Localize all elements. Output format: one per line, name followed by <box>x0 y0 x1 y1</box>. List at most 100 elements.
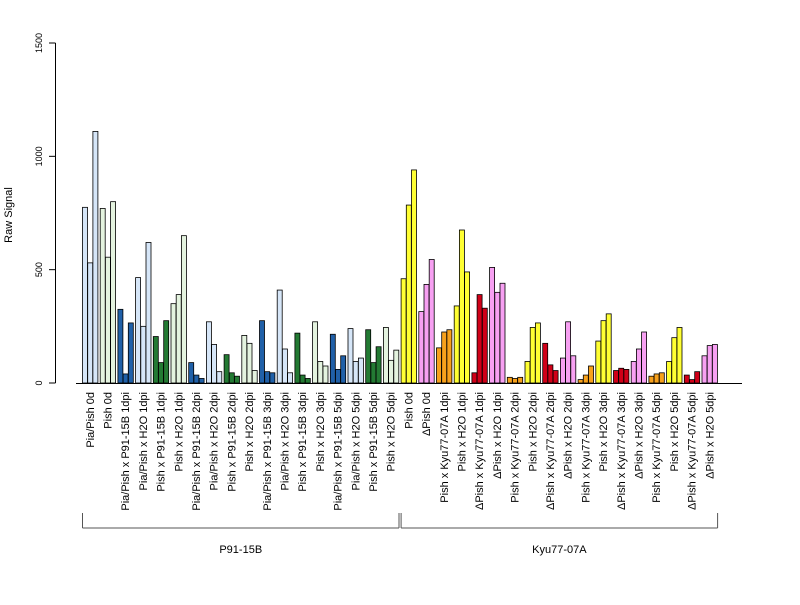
bar <box>582 374 589 384</box>
bar <box>382 327 389 384</box>
x-tick-label: Pia/Pish 0d <box>85 392 97 448</box>
bar <box>441 331 448 384</box>
x-tick-label: Pia/Pish x H2O 5dpi <box>350 392 362 490</box>
bar <box>193 374 200 384</box>
x-tick-label: ΔPish x H2O 1dpi <box>492 392 504 479</box>
x-tick-label: ΔPish x Kyu77-07A 5dpi <box>687 392 699 510</box>
category-label: P91-15B <box>219 544 262 556</box>
bar <box>294 332 301 384</box>
x-tick-label: Pia/Pish x H2O 1dpi <box>138 392 150 490</box>
x-tick-label: Pish x H2O 1dpi <box>457 392 469 471</box>
bar <box>223 354 230 384</box>
bar <box>388 359 395 384</box>
x-tick-labels: Pia/Pish 0d Pish 0d Pia/Pish x P91-15B 1dp… <box>85 392 716 511</box>
bar <box>122 373 129 384</box>
bar <box>92 130 99 384</box>
bar <box>446 329 453 384</box>
bar <box>264 371 271 384</box>
bar <box>105 256 111 384</box>
bar <box>428 259 435 384</box>
bar <box>145 242 152 384</box>
bar <box>127 322 134 384</box>
bar <box>418 311 425 384</box>
y-axis-label: Raw Signal <box>3 187 15 243</box>
bar <box>322 365 329 384</box>
x-tick-label: ΔPish 0d <box>421 392 433 436</box>
bar <box>246 342 253 384</box>
bar <box>666 361 672 384</box>
y-tick-label: 500 <box>34 262 44 277</box>
bar <box>299 374 306 384</box>
bar <box>251 370 258 384</box>
bar <box>370 362 377 384</box>
bar <box>304 378 311 384</box>
bar <box>347 328 354 384</box>
bar <box>524 361 531 384</box>
bar <box>701 355 708 384</box>
bar <box>595 340 602 384</box>
bar <box>180 235 187 384</box>
bar <box>542 342 549 384</box>
bar <box>175 294 182 384</box>
bar <box>547 364 554 384</box>
bar <box>335 368 341 384</box>
bar <box>228 372 235 384</box>
x-tick-label: Pish x P91-15B 2dpi <box>226 392 238 492</box>
x-tick-label: Pish x H2O 2dpi <box>527 392 539 471</box>
bar <box>494 291 501 384</box>
bar <box>577 379 584 384</box>
x-tick-label: Pish x P91-15B 5dpi <box>368 392 380 492</box>
bar <box>653 373 660 384</box>
x-tick-label: Pish x H2O 5dpi <box>669 392 681 471</box>
bar <box>712 344 718 384</box>
bar <box>423 283 430 384</box>
x-tick-label: Pish 0d <box>403 392 415 429</box>
bar <box>117 308 124 384</box>
bar <box>623 368 630 384</box>
bar <box>393 349 400 384</box>
bar <box>188 362 195 384</box>
bar <box>312 321 319 384</box>
bar <box>352 361 359 384</box>
bar <box>99 208 106 384</box>
bar <box>163 320 170 384</box>
bar <box>205 321 212 384</box>
x-tick-label: Pia/Pish x P91-15B 5dpi <box>333 392 345 511</box>
bar <box>110 201 116 384</box>
y-axis: 0 500 1000 1500 <box>34 33 56 386</box>
x-tick-label: Pish x P91-15B 1dpi <box>156 392 168 492</box>
bar <box>135 277 142 384</box>
y-tick-label: 0 <box>34 380 44 385</box>
bar <box>140 325 147 384</box>
bar <box>613 370 619 384</box>
bar <box>158 362 164 384</box>
bar <box>506 376 513 384</box>
bar <box>276 289 283 384</box>
x-tick-label: Pia/Pish x P91-15B 1dpi <box>120 392 132 511</box>
bar <box>216 371 223 384</box>
x-tick-label: Pish x P91-15B 3dpi <box>297 392 309 492</box>
bar <box>570 355 577 384</box>
bar <box>658 372 665 384</box>
bar <box>211 344 218 384</box>
x-tick-label: ΔPish x Kyu77-07A 3dpi <box>616 392 628 510</box>
bar <box>641 331 647 384</box>
x-tick-label: ΔPish x H2O 2dpi <box>563 392 575 479</box>
bar <box>535 322 541 384</box>
bar <box>287 372 294 384</box>
bar <box>198 378 205 384</box>
bar <box>560 357 566 384</box>
bar <box>453 305 460 384</box>
x-tick-label: Pish x H2O 3dpi <box>598 392 610 471</box>
x-tick-label: Pia/Pish x P91-15B 2dpi <box>191 392 203 511</box>
bar <box>481 307 488 384</box>
bar <box>329 333 336 384</box>
bar <box>317 361 324 384</box>
bar <box>340 355 347 384</box>
bar <box>636 348 642 384</box>
category-brackets: P91-15B Kyu77-07A <box>82 513 719 556</box>
bar <box>464 271 471 384</box>
bar <box>170 303 177 384</box>
bar <box>552 370 559 384</box>
